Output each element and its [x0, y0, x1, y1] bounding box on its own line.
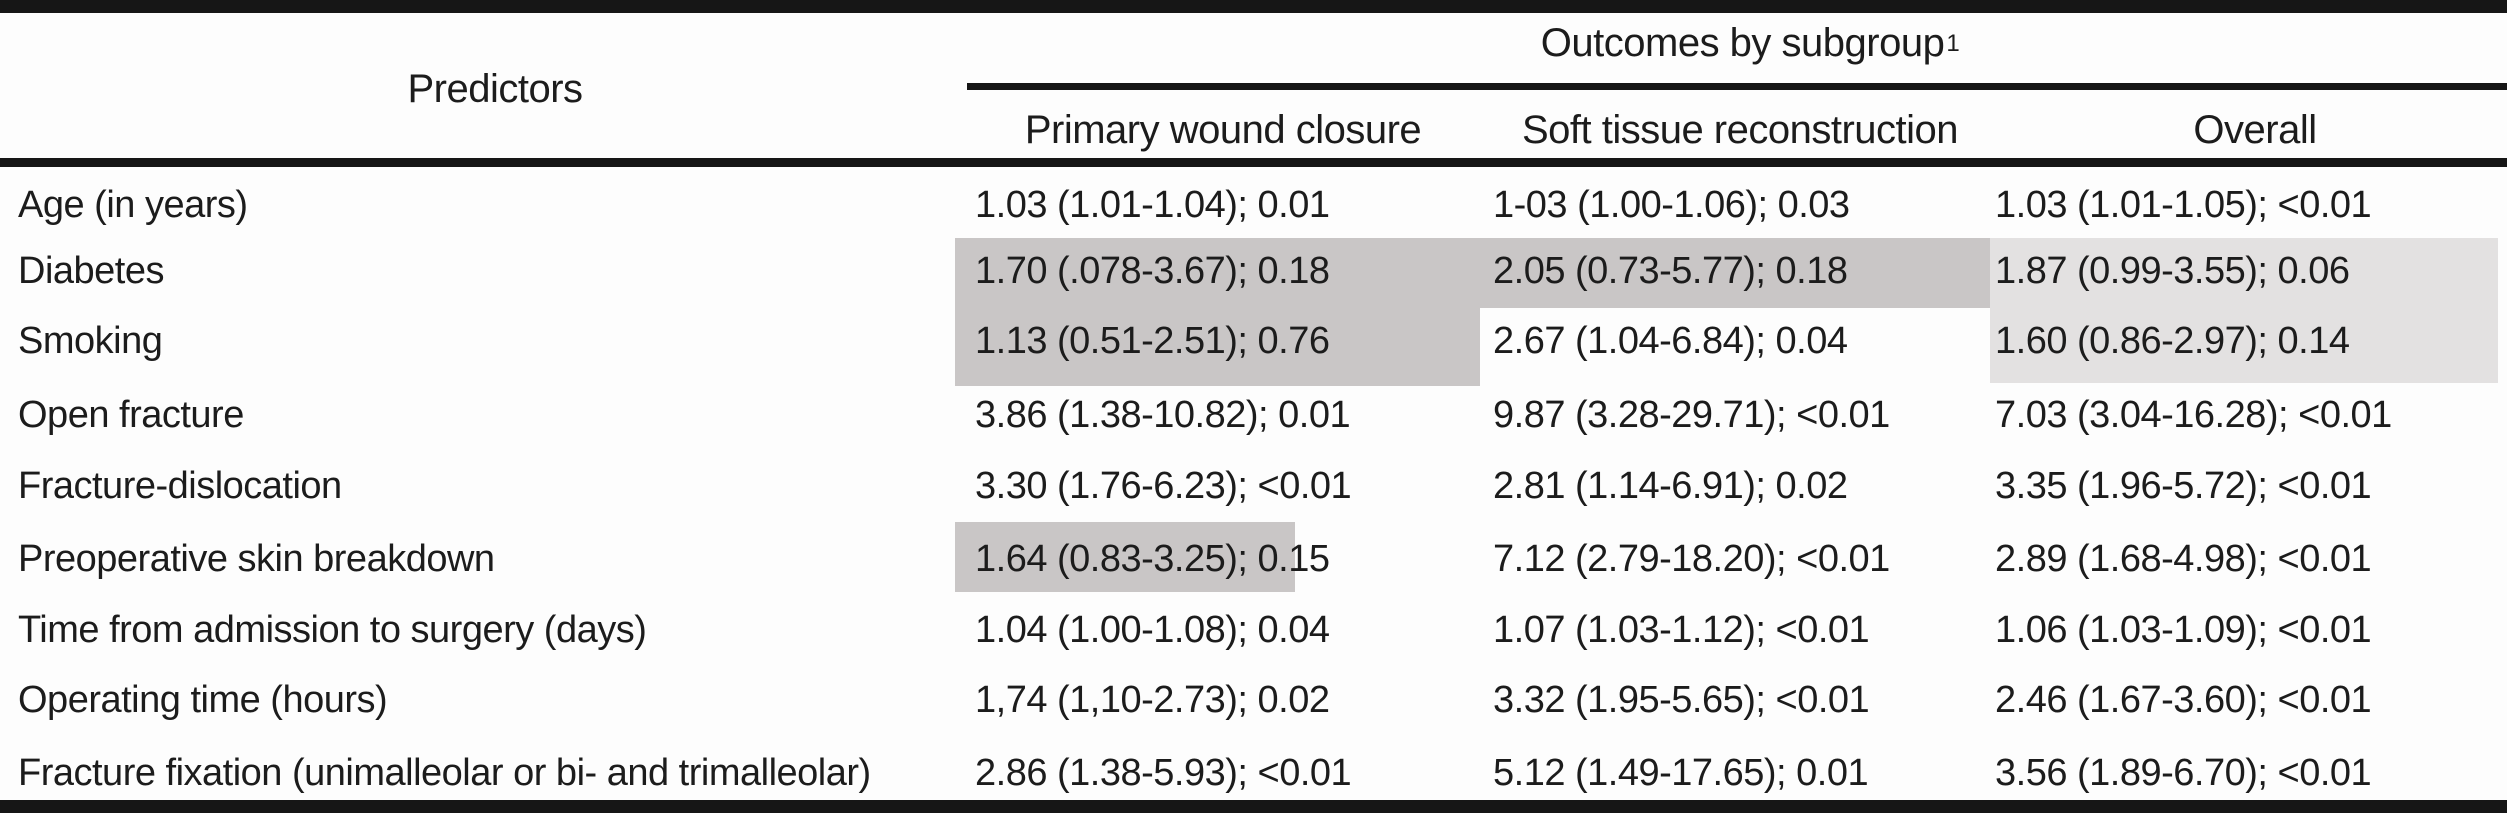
predictor-label: Open fracture: [18, 394, 244, 436]
predictor-label: Fracture-dislocation: [18, 465, 342, 507]
highlight-diabetes-primary-soft: [955, 238, 1990, 308]
table-row: Open fracture 3.86 (1.38-10.82); 0.01 9.…: [0, 380, 2507, 450]
predictor-label: Preoperative skin breakdown: [18, 538, 495, 580]
column-header-primary-wound-closure: Primary wound closure: [1024, 107, 1422, 152]
value-soft: 3.32 (1.95-5.65); <0.01: [1493, 679, 1870, 721]
value-primary: 1.13 (0.51-2.51); 0.76: [975, 320, 1330, 362]
value-primary: 1,74 (1,10-2.73); 0.02: [975, 679, 1330, 721]
header-separator-line: [0, 158, 2507, 167]
predictor-label: Time from admission to surgery (days): [18, 609, 647, 651]
value-primary: 1.70 (.078-3.67); 0.18: [975, 250, 1330, 292]
value-overall: 1.03 (1.01-1.05); <0.01: [1995, 184, 2372, 226]
value-soft: 2.67 (1.04-6.84); 0.04: [1493, 320, 1848, 362]
value-primary: 1.64 (0.83-3.25); 0.15: [975, 538, 1330, 580]
value-overall: 1.87 (0.99-3.55); 0.06: [1995, 250, 2350, 292]
value-primary: 1.03 (1.01-1.04); 0.01: [975, 184, 1330, 226]
value-overall: 2.46 (1.67-3.60); <0.01: [1995, 679, 2372, 721]
table-row: Diabetes 1.70 (.078-3.67); 0.18 2.05 (0.…: [0, 236, 2507, 306]
predictor-label: Diabetes: [18, 250, 164, 292]
value-primary: 1.04 (1.00-1.08); 0.04: [975, 609, 1330, 651]
value-overall: 1.60 (0.86-2.97); 0.14: [1995, 320, 2350, 362]
predictor-label: Fracture fixation (unimalleolar or bi- a…: [18, 752, 871, 794]
group-header-underline: [967, 83, 2507, 90]
value-soft: 2.81 (1.14-6.91); 0.02: [1493, 465, 1848, 507]
highlight-smoking-primary: [955, 308, 1480, 386]
table-row: Operating time (hours) 1,74 (1,10-2.73);…: [0, 665, 2507, 735]
table-row: Age (in years) 1.03 (1.01-1.04); 0.01 1-…: [0, 170, 2507, 240]
highlight-preop-skin-primary: [955, 522, 1295, 592]
predictor-label: Age (in years): [18, 184, 248, 226]
column-header-soft-tissue-reconstruction: Soft tissue reconstruction: [1521, 107, 1959, 152]
table-row: Smoking 1.13 (0.51-2.51); 0.76 2.67 (1.0…: [0, 306, 2507, 376]
value-overall: 1.06 (1.03-1.09); <0.01: [1995, 609, 2372, 651]
value-soft: 2.05 (0.73-5.77); 0.18: [1493, 250, 1848, 292]
value-soft: 7.12 (2.79-18.20); <0.01: [1493, 538, 1890, 580]
value-primary: 3.86 (1.38-10.82); 0.01: [975, 394, 1351, 436]
highlight-diabetes-smoking-overall: [1990, 238, 2498, 383]
column-header-overall: Overall: [2193, 107, 2317, 152]
value-soft: 9.87 (3.28-29.71); <0.01: [1493, 394, 1890, 436]
value-soft: 5.12 (1.49-17.65); 0.01: [1493, 752, 1869, 794]
predictors-column-header: Predictors: [407, 67, 583, 111]
value-primary: 2.86 (1.38-5.93); <0.01: [975, 752, 1352, 794]
table-bottom-border: [0, 800, 2507, 813]
table-row: Fracture fixation (unimalleolar or bi- a…: [0, 738, 2507, 808]
table-row: Preoperative skin breakdown 1.64 (0.83-3…: [0, 524, 2507, 594]
predictor-label: Operating time (hours): [18, 679, 388, 721]
value-overall: 2.89 (1.68-4.98); <0.01: [1995, 538, 2372, 580]
predictor-label: Smoking: [18, 320, 163, 362]
value-overall: 3.35 (1.96-5.72); <0.01: [1995, 465, 2372, 507]
value-soft: 1-03 (1.00-1.06); 0.03: [1493, 184, 1850, 226]
value-soft: 1.07 (1.03-1.12); <0.01: [1493, 609, 1870, 651]
table-row: Fracture-dislocation 3.30 (1.76-6.23); <…: [0, 451, 2507, 521]
table-row: Time from admission to surgery (days) 1.…: [0, 595, 2507, 665]
value-overall: 3.56 (1.89-6.70); <0.01: [1995, 752, 2372, 794]
table-top-border: [0, 0, 2507, 13]
value-primary: 3.30 (1.76-6.23); <0.01: [975, 465, 1352, 507]
outcomes-group-header: Outcomes by subgroup 1: [1540, 21, 1960, 65]
outcomes-group-header-text: Outcomes by subgroup: [1540, 21, 1945, 65]
value-overall: 7.03 (3.04-16.28); <0.01: [1995, 394, 2392, 436]
